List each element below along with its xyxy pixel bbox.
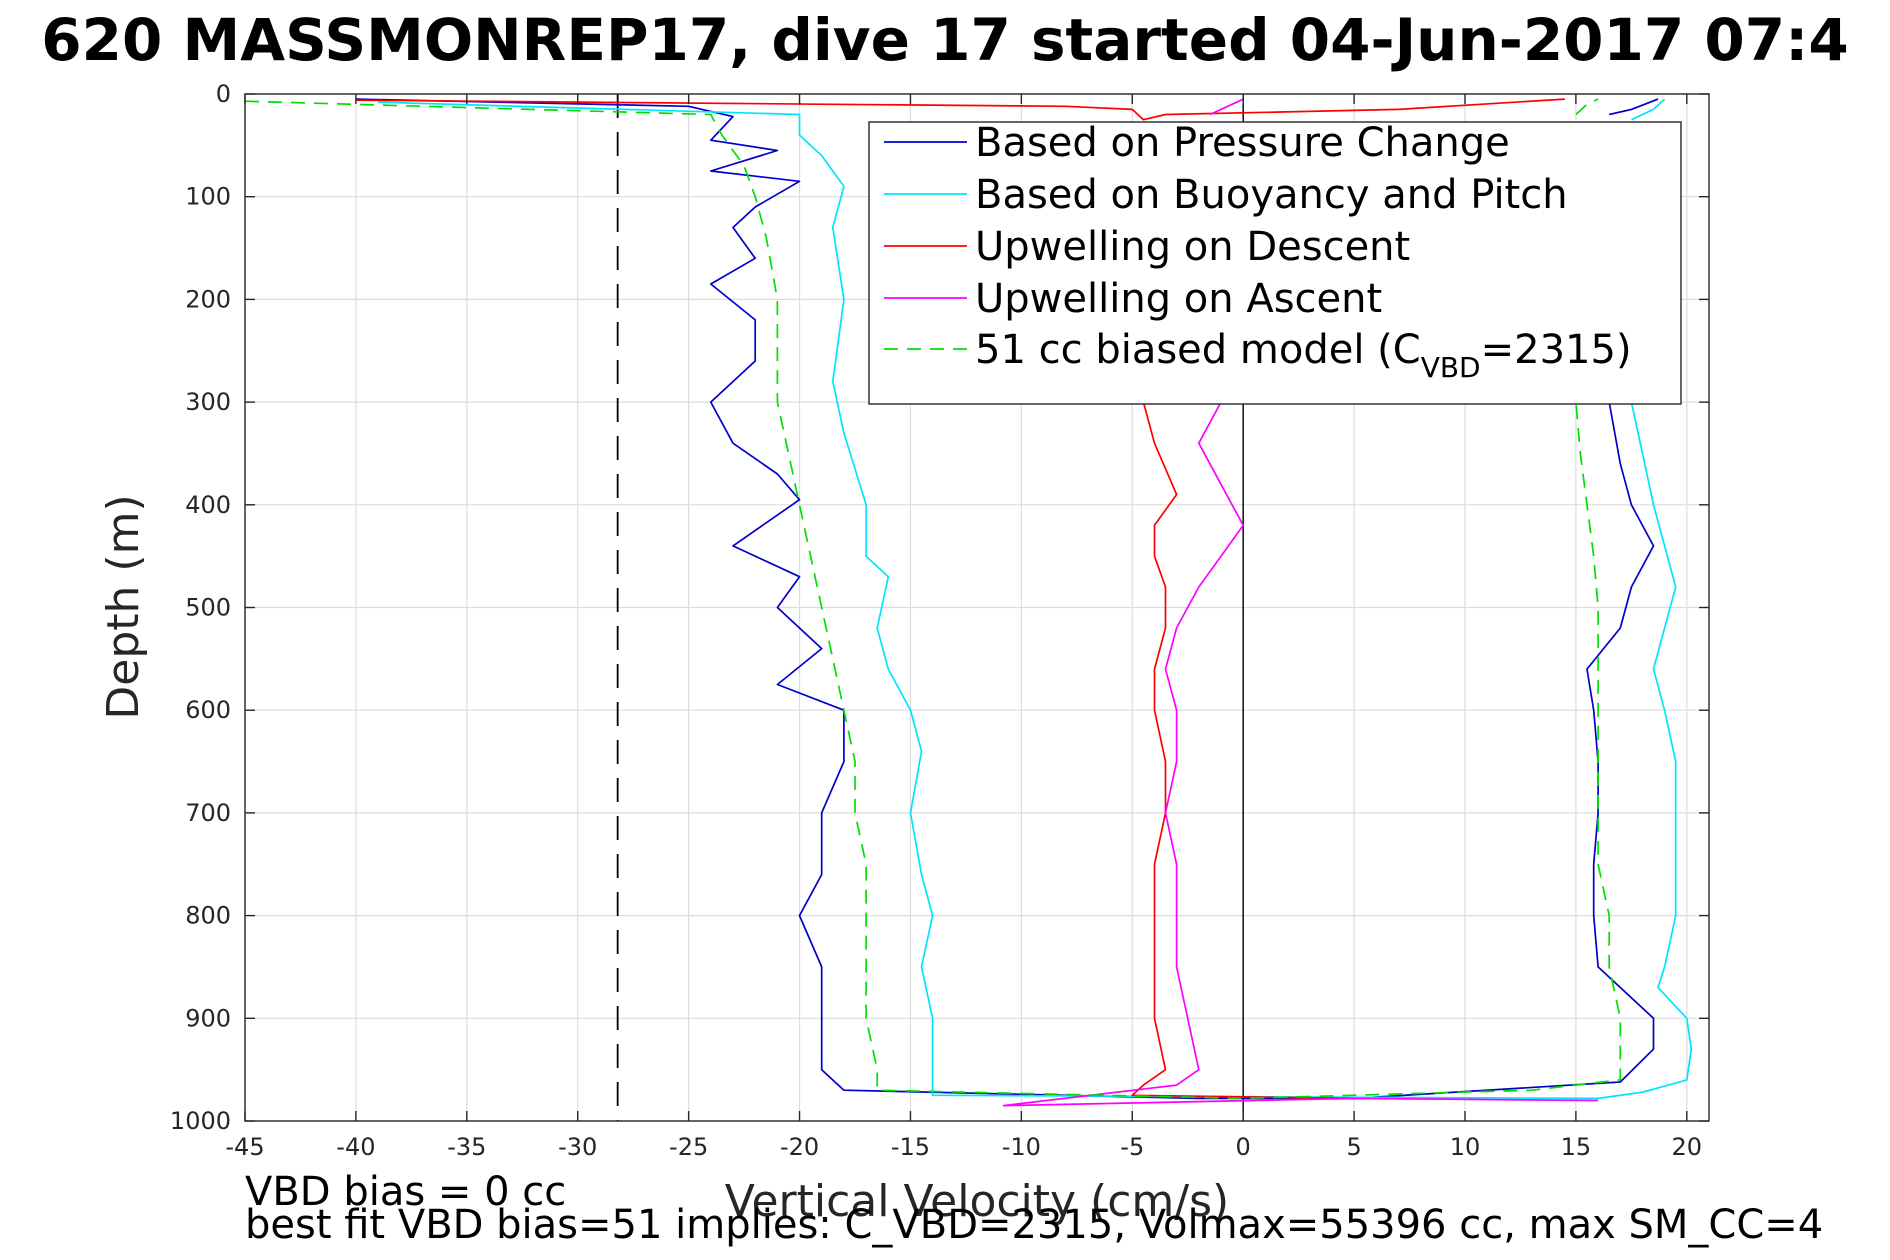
legend-entries: Based on Pressure Change Based on Buoyanc… — [884, 120, 1632, 384]
series-line — [244, 100, 1622, 1100]
x-tick-label: -15 — [891, 1133, 930, 1161]
y-tick-label: 900 — [185, 1004, 231, 1032]
x-tick-label: -20 — [780, 1133, 819, 1161]
y-tick-label: 600 — [185, 696, 231, 724]
y-axis-ticks: 0 100 200 300 400 500 600 700 800 900 1000 — [170, 80, 1709, 1135]
x-tick-label: 10 — [1450, 1133, 1481, 1161]
x-tick-label: 0 — [1236, 1133, 1251, 1161]
y-tick-label: 400 — [185, 491, 231, 519]
series-3 — [355, 98, 1565, 1100]
y-axis-label: Depth (m) — [98, 494, 149, 719]
x-tick-label: -30 — [558, 1133, 597, 1161]
series-line — [1002, 401, 1599, 1107]
series-line — [1209, 98, 1244, 116]
series-line — [355, 98, 1655, 1100]
legend-box — [868, 121, 1682, 405]
figure-title: 620 MASSMONREP17, dive 17 started 04-Jun… — [41, 6, 1848, 74]
y-tick-label: 1000 — [170, 1107, 231, 1135]
x-tick-label: 15 — [1561, 1133, 1592, 1161]
legend-label: Based on Buoyancy and Pitch — [975, 172, 1568, 218]
series-line — [1131, 401, 1355, 1100]
x-axis-ticks: -45 -40 -35 -30 -25 -20 -15 -10 -5 0 5 10 15 20 — [225, 94, 1702, 1161]
x-tick-label: -5 — [1120, 1133, 1144, 1161]
y-tick-label: 200 — [185, 285, 231, 313]
series-line — [1631, 98, 1666, 121]
x-tick-label: 20 — [1672, 1133, 1703, 1161]
y-tick-label: 100 — [185, 183, 231, 211]
x-tick-label: -40 — [336, 1133, 375, 1161]
series-line — [1609, 98, 1659, 116]
series-line — [378, 101, 1693, 1100]
y-tick-label: 800 — [185, 902, 231, 930]
x-tick-label: -10 — [1002, 1133, 1041, 1161]
y-tick-label: 300 — [185, 388, 231, 416]
legend: Based on Pressure Change Based on Buoyanc… — [868, 120, 1682, 405]
legend-label: Upwelling on Ascent — [975, 276, 1382, 322]
x-axis-label: Vertical Velocity (cm/s) — [725, 1176, 1229, 1227]
best-fit-note: best fit VBD bias=51 implies: C_VBD=2315… — [245, 1202, 1823, 1248]
series-line — [1165, 98, 1565, 116]
x-tick-label: 5 — [1346, 1133, 1361, 1161]
x-tick-label: -35 — [447, 1133, 486, 1161]
legend-label: Based on Pressure Change — [975, 120, 1510, 166]
series-1 — [355, 98, 1659, 1100]
series-line — [355, 99, 1166, 121]
x-tick-label: -25 — [669, 1133, 708, 1161]
series-4 — [1002, 98, 1599, 1107]
legend-label: 51 cc biased model (CVBD=2315) — [975, 327, 1632, 384]
series-2 — [378, 98, 1693, 1100]
y-tick-label: 500 — [185, 594, 231, 622]
x-tick-label: -45 — [225, 1133, 264, 1161]
vbd-bias-note: VBD bias = 0 cc — [245, 1169, 566, 1215]
series-line — [1575, 98, 1599, 116]
y-tick-label: 700 — [185, 799, 231, 827]
y-tick-label: 0 — [216, 80, 231, 108]
series-5 — [244, 98, 1622, 1100]
legend-label: Upwelling on Descent — [975, 224, 1410, 270]
data-series — [244, 98, 1693, 1107]
